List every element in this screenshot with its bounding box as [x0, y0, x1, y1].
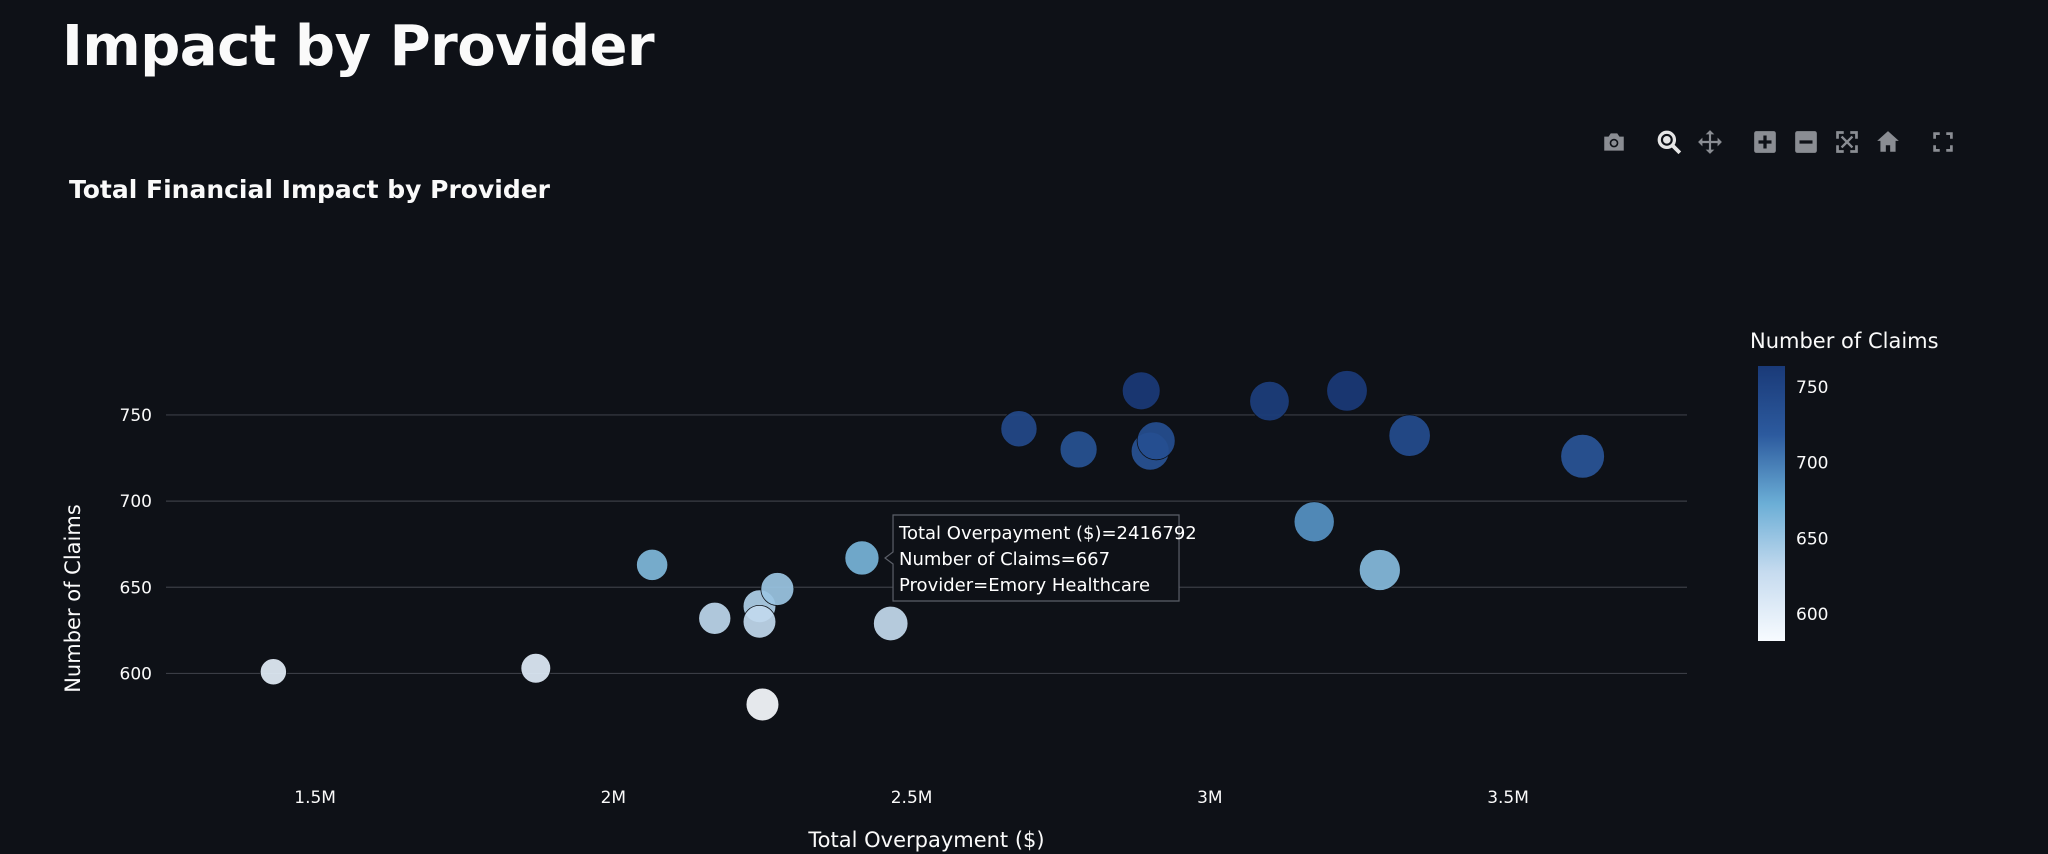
y-tick-label: 700 [120, 492, 152, 512]
tooltip-box [884, 514, 1180, 602]
scatter-point[interactable] [520, 652, 552, 684]
y-axis-ticks: 600 650 700 750 [120, 406, 152, 685]
grid-lines [166, 414, 1687, 675]
scatter-point[interactable] [1059, 430, 1098, 469]
scatter-point[interactable] [844, 540, 880, 576]
scatter-point[interactable] [1560, 433, 1605, 479]
colorbar-tick-label: 650 [1796, 529, 1828, 549]
colorbar-tick-label: 700 [1796, 454, 1828, 474]
scatter-point[interactable] [1249, 380, 1290, 422]
chart-panel: Total Financial Impact by Provider 1.5M 2… [52, 116, 1972, 854]
x-tick-label: 2.5M [891, 788, 933, 808]
scatter-point[interactable] [1388, 414, 1431, 457]
zoom-out-button[interactable] [1792, 128, 1820, 156]
x-axis-ticks: 1.5M 2M 2.5M 3M 3.5M [294, 788, 1529, 808]
colorbar [1758, 366, 1785, 641]
chart-title: Total Financial Impact by Provider [69, 175, 551, 204]
tooltip-line: Provider=Emory Healthcare [899, 575, 1150, 596]
colorbar-ticks: 600 650 700 750 [1796, 378, 1828, 625]
x-tick-label: 3M [1197, 788, 1222, 808]
reset-axes-button[interactable] [1874, 128, 1902, 156]
colorbar-tick-label: 600 [1796, 605, 1828, 625]
colorbar-tick-label: 750 [1796, 378, 1828, 398]
scatter-point[interactable] [698, 601, 732, 635]
autoscale-button[interactable] [1833, 128, 1861, 156]
x-tick-label: 1.5M [294, 788, 336, 808]
y-tick-label: 650 [120, 578, 152, 598]
scatter-chart[interactable]: Total Financial Impact by Provider 1.5M 2… [52, 116, 1972, 854]
magnifier-icon [1657, 130, 1682, 155]
camera-icon [1604, 133, 1624, 151]
scatter-point[interactable] [760, 572, 795, 606]
tooltip-line: Total Overpayment ($)=2416792 [898, 523, 1197, 544]
scatter-point[interactable] [742, 604, 777, 639]
plus-square-icon [1754, 131, 1776, 153]
x-axis-title: Total Overpayment ($) [807, 828, 1044, 852]
y-axis-title: Number of Claims [61, 504, 85, 693]
data-points[interactable] [259, 370, 1605, 722]
x-tick-label: 2M [601, 788, 626, 808]
scatter-point[interactable] [1326, 370, 1368, 412]
page-title: Impact by Provider [62, 14, 655, 79]
scatter-point[interactable] [1358, 549, 1401, 591]
scatter-point[interactable] [1136, 421, 1176, 461]
minus-square-icon [1795, 131, 1817, 153]
modebar [1600, 128, 1970, 156]
scatter-point[interactable] [636, 548, 669, 581]
zoom-button[interactable] [1655, 128, 1683, 156]
download-plot-button[interactable] [1600, 128, 1628, 156]
fullscreen-button[interactable] [1929, 128, 1957, 156]
scatter-point[interactable] [873, 605, 909, 642]
scatter-point[interactable] [1121, 371, 1161, 411]
autoscale-icon [1836, 131, 1858, 153]
tooltip-line: Number of Claims=667 [899, 549, 1110, 570]
move-arrows-icon [1698, 130, 1722, 154]
pan-button[interactable] [1696, 128, 1724, 156]
home-icon [1877, 131, 1899, 152]
colorbar-title: Number of Claims [1750, 329, 1939, 353]
hover-tooltip: Total Overpayment ($)=2416792 Number of C… [884, 514, 1197, 602]
scatter-point[interactable] [259, 658, 287, 686]
scatter-point[interactable] [1000, 410, 1038, 448]
scatter-point[interactable] [745, 687, 780, 722]
x-tick-label: 3.5M [1487, 788, 1529, 808]
scatter-point[interactable] [1293, 501, 1335, 543]
fullscreen-icon [1933, 132, 1953, 152]
y-tick-label: 600 [120, 664, 152, 684]
zoom-in-button[interactable] [1751, 128, 1779, 156]
y-tick-label: 750 [120, 406, 152, 426]
